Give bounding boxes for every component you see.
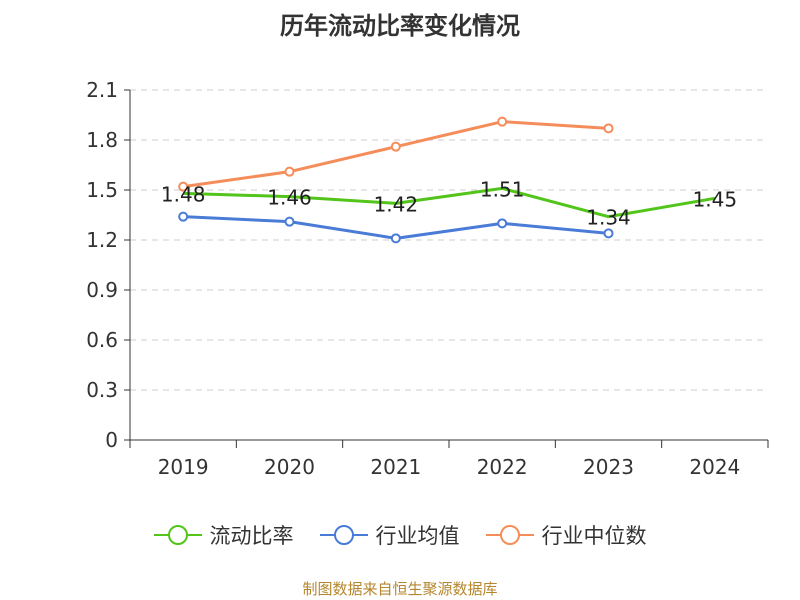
y-tick-label: 0.3 (86, 378, 118, 402)
x-tick-label: 2022 (477, 455, 528, 479)
series-point-2 (178, 181, 189, 192)
data-label: 1.42 (374, 192, 419, 216)
legend-label-current-ratio: 流动比率 (209, 524, 294, 548)
data-label: 1.46 (267, 186, 312, 210)
y-tick-label: 2.1 (86, 78, 118, 102)
series-line-2 (182, 120, 609, 189)
y-tick-label: 1.5 (86, 178, 118, 202)
series-point-2 (284, 166, 295, 177)
y-tick-label: 0 (105, 428, 118, 452)
legend-swatch-industry-mean (319, 525, 368, 545)
series-line-0 (183, 186, 716, 219)
y-tick-label: 0.9 (86, 278, 118, 302)
legend-item-current-ratio[interactable]: 流动比率 (153, 520, 294, 550)
x-tick-label: 2021 (370, 455, 421, 479)
x-tick-label: 2023 (583, 455, 634, 479)
series-point-1 (390, 233, 401, 244)
legend-swatch-current-ratio (153, 525, 202, 545)
legend: 流动比率 行业均值 行业中位数 (0, 520, 800, 550)
legend-swatch-industry-median (485, 525, 534, 545)
series-point-1 (178, 211, 189, 222)
data-label: 1.51 (480, 177, 525, 201)
legend-item-industry-median[interactable]: 行业中位数 (485, 520, 647, 550)
x-tick-label: 2024 (689, 455, 740, 479)
data-label: 1.34 (586, 206, 631, 230)
series-point-2 (603, 123, 614, 134)
legend-item-industry-mean[interactable]: 行业均值 (319, 520, 460, 550)
series-point-1 (603, 228, 614, 239)
source-note: 制图数据来自恒生聚源数据库 (302, 580, 498, 598)
legend-label-industry-mean: 行业均值 (375, 524, 460, 548)
chart-title: 历年流动比率变化情况 (280, 12, 520, 40)
y-tick-label: 1.2 (86, 228, 118, 252)
y-tick-label: 0.6 (86, 328, 118, 352)
series-point-2 (390, 141, 401, 152)
data-label: 1.48 (161, 182, 206, 206)
x-tick-label: 2020 (264, 455, 315, 479)
series-point-2 (497, 116, 508, 127)
x-tick-label: 2019 (158, 455, 209, 479)
series-point-1 (497, 218, 508, 229)
series-point-1 (284, 216, 295, 227)
data-label: 1.45 (693, 187, 738, 211)
legend-label-industry-median: 行业中位数 (541, 524, 647, 548)
y-tick-label: 1.8 (86, 128, 118, 152)
